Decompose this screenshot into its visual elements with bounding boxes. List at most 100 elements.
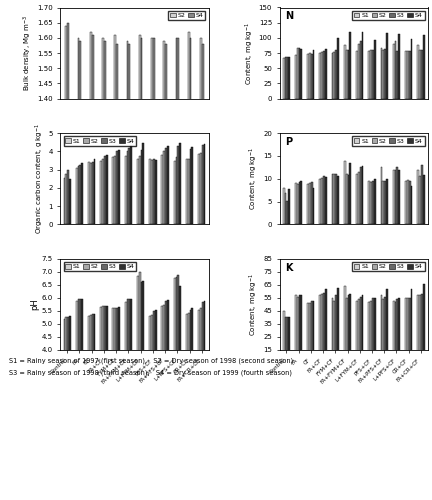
- Bar: [362, 32, 363, 98]
- Bar: [332, 174, 334, 224]
- Bar: [79, 41, 81, 500]
- Bar: [309, 303, 311, 370]
- Bar: [163, 305, 165, 454]
- Bar: [372, 298, 374, 370]
- Bar: [178, 146, 179, 224]
- Bar: [153, 311, 155, 454]
- Bar: [386, 179, 388, 224]
- Bar: [104, 41, 106, 500]
- Bar: [325, 50, 327, 98]
- Bar: [321, 178, 323, 224]
- Bar: [179, 286, 181, 454]
- Bar: [405, 181, 407, 224]
- Bar: [409, 298, 410, 370]
- Bar: [307, 303, 309, 370]
- Bar: [368, 302, 370, 370]
- Bar: [384, 181, 386, 224]
- Bar: [382, 50, 384, 98]
- Y-axis label: pH: pH: [30, 298, 39, 310]
- Bar: [358, 172, 360, 225]
- Text: S1 = Rainy season of 1997 (first season),   S2 = Dry season of 1998 (second seas: S1 = Rainy season of 1997 (first season)…: [9, 358, 293, 364]
- Bar: [421, 294, 423, 370]
- Bar: [81, 164, 83, 224]
- Bar: [200, 153, 202, 224]
- Bar: [409, 181, 410, 224]
- Bar: [370, 300, 372, 370]
- Bar: [346, 174, 347, 224]
- Bar: [386, 289, 388, 370]
- Bar: [200, 308, 202, 454]
- Bar: [186, 314, 188, 454]
- Bar: [297, 48, 299, 98]
- Bar: [319, 53, 321, 98]
- Bar: [283, 311, 285, 370]
- Bar: [163, 150, 165, 224]
- Bar: [106, 306, 108, 454]
- Bar: [116, 152, 118, 224]
- Bar: [395, 302, 397, 370]
- Y-axis label: Content, mg kg$^{-1}$: Content, mg kg$^{-1}$: [248, 147, 260, 210]
- Bar: [358, 44, 360, 98]
- Bar: [421, 50, 423, 98]
- Bar: [285, 194, 286, 224]
- Legend: S1, S2, S3, S4: S1, S2, S3, S4: [352, 262, 425, 272]
- Bar: [162, 306, 163, 454]
- Bar: [285, 58, 286, 98]
- Bar: [417, 45, 419, 98]
- Bar: [165, 44, 167, 500]
- Bar: [102, 38, 104, 500]
- Bar: [332, 298, 334, 370]
- Bar: [381, 168, 382, 224]
- Y-axis label: Content, mg kg$^{-1}$: Content, mg kg$^{-1}$: [243, 22, 256, 84]
- Bar: [283, 188, 285, 224]
- Bar: [344, 286, 346, 370]
- Bar: [410, 289, 413, 370]
- Bar: [309, 184, 311, 224]
- Bar: [65, 26, 67, 500]
- Bar: [92, 162, 93, 224]
- Bar: [311, 54, 313, 98]
- Bar: [188, 158, 190, 224]
- Bar: [381, 296, 382, 370]
- Bar: [79, 298, 81, 454]
- Bar: [102, 306, 104, 454]
- Bar: [162, 155, 163, 224]
- Bar: [393, 44, 395, 98]
- Bar: [92, 35, 93, 500]
- Bar: [346, 298, 347, 370]
- Bar: [311, 300, 313, 370]
- Bar: [398, 34, 400, 98]
- Legend: S1, S2, S3, S4: S1, S2, S3, S4: [64, 262, 136, 272]
- Bar: [334, 174, 335, 224]
- Bar: [163, 41, 165, 500]
- Bar: [299, 296, 300, 370]
- Bar: [398, 298, 400, 370]
- Bar: [384, 296, 386, 370]
- Bar: [127, 41, 128, 500]
- Bar: [299, 48, 300, 98]
- Text: K: K: [286, 262, 293, 272]
- Y-axis label: Organic carbon content, g kg$^{-1}$: Organic carbon content, g kg$^{-1}$: [33, 123, 45, 234]
- Bar: [300, 181, 302, 224]
- Bar: [286, 200, 288, 224]
- Bar: [188, 32, 190, 500]
- Bar: [143, 281, 144, 454]
- Bar: [423, 36, 425, 98]
- Bar: [100, 307, 102, 454]
- Bar: [93, 158, 95, 224]
- Bar: [188, 313, 190, 454]
- Bar: [175, 38, 178, 500]
- Bar: [175, 157, 178, 224]
- Bar: [368, 51, 370, 98]
- Bar: [323, 176, 325, 224]
- Bar: [321, 52, 323, 98]
- Bar: [130, 146, 132, 224]
- Bar: [191, 147, 193, 224]
- Bar: [128, 44, 130, 500]
- Bar: [356, 300, 358, 370]
- Bar: [104, 156, 106, 224]
- Bar: [100, 160, 102, 224]
- Bar: [65, 174, 67, 224]
- Bar: [190, 38, 191, 500]
- Legend: S1, S2, S3, S4: S1, S2, S3, S4: [352, 136, 425, 145]
